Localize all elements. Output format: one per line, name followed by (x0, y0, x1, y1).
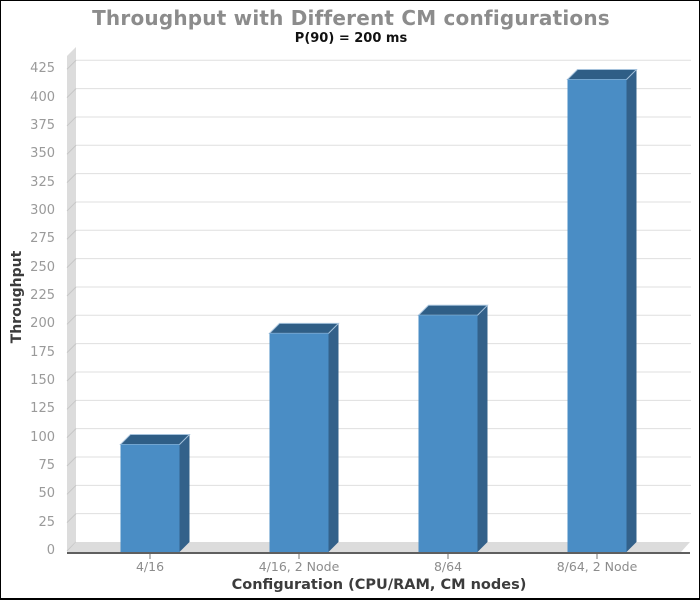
y-tick-label: 225 (30, 287, 55, 303)
x-tick-label: 8/64, 2 Node (556, 559, 638, 574)
floor (67, 542, 690, 552)
bar-top-face (268, 322, 340, 334)
y-tick-label: 300 (30, 202, 55, 218)
wall-hatch-mark (66, 286, 77, 297)
bar-front-face (120, 444, 180, 552)
wall-hatch-mark (66, 144, 77, 155)
y-tick-label: 325 (30, 174, 55, 190)
x-tick-label: 4/16, 2 Node (258, 559, 340, 574)
bar-side-face (626, 69, 637, 553)
y-tick-label: 150 (30, 372, 55, 388)
y-tick-label: 350 (30, 146, 55, 162)
chart-subtitle: P(90) = 200 ms (294, 31, 408, 46)
bar-front-face (567, 79, 627, 553)
x-axis-title: Configuration (CPU/RAM, CM nodes) (231, 577, 527, 593)
wall-hatch-mark (66, 541, 77, 552)
y-tick-label: 175 (30, 344, 55, 360)
wall-hatch-mark (66, 258, 77, 268)
y-tick-label: 100 (30, 429, 55, 445)
x-tick-label: 4/16 (135, 559, 165, 574)
y-tick-label: 50 (38, 486, 55, 502)
left-wall (67, 47, 76, 552)
wall-hatch-mark (66, 343, 77, 353)
y-tick-label: 400 (30, 89, 55, 105)
y-tick-label: 275 (30, 231, 55, 247)
wall-hatch-mark (66, 59, 77, 70)
wall-hatch-mark (66, 428, 77, 439)
wall-hatch-mark (66, 399, 77, 410)
bar-side-face (179, 434, 190, 552)
y-tick-label: 250 (30, 259, 55, 275)
bar-front-face (269, 333, 329, 552)
y-tick-label: 0 (46, 543, 55, 558)
bar-side-face (477, 305, 488, 552)
wall-hatch-mark (66, 116, 77, 127)
bar-side-face (328, 323, 339, 552)
wall-hatch-mark (66, 229, 77, 240)
wall-hatch-mark (66, 173, 77, 183)
bar-top-face (119, 433, 191, 445)
y-tick-label: 125 (30, 401, 55, 417)
bar-front-face (418, 315, 478, 552)
wall-hatch-mark (66, 314, 77, 325)
bar-top-face (417, 304, 489, 316)
wall-hatch-mark (66, 371, 77, 382)
chart-title: Throughput with Different CM configurati… (92, 6, 610, 30)
y-tick-label: 200 (30, 316, 55, 332)
wall-hatch-mark (66, 201, 77, 212)
x-axis-line (67, 552, 690, 554)
y-tick-label: 425 (30, 61, 55, 77)
y-tick-label: 75 (38, 457, 55, 473)
bar-top-face (566, 68, 638, 80)
y-tick-label: 375 (30, 117, 55, 133)
wall-hatch-mark (66, 513, 77, 524)
x-tick-label: 8/64 (433, 559, 463, 574)
wall-hatch-mark (66, 484, 77, 495)
y-tick-label: 25 (38, 514, 55, 530)
wall-hatch-mark (66, 456, 77, 467)
wall-hatch-mark (66, 88, 77, 98)
